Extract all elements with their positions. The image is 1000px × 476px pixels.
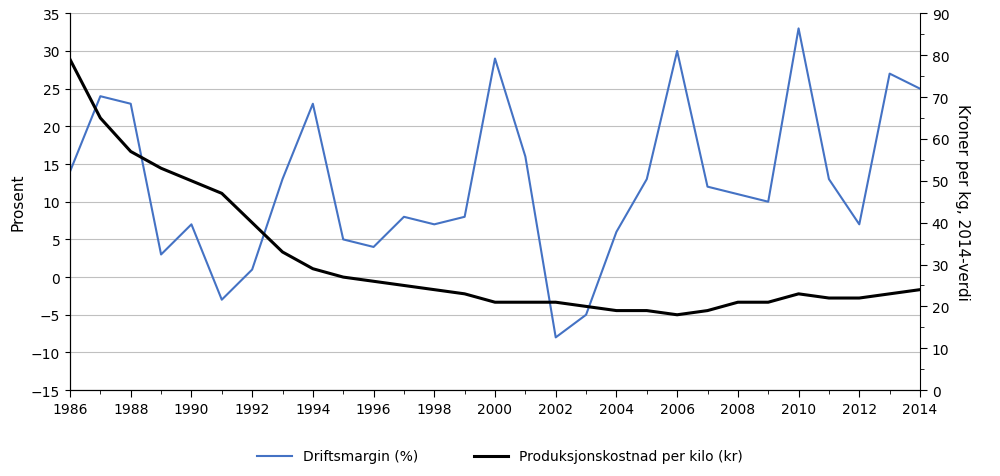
- Driftsmargin (%): [368, 245, 380, 250]
- Produksjonskostnad per kilo (kr): [853, 296, 865, 301]
- Driftsmargin (%): [519, 154, 531, 160]
- Produksjonskostnad per kilo (kr): [398, 283, 410, 289]
- Produksjonskostnad per kilo (kr): [610, 308, 622, 314]
- Driftsmargin (%): [793, 27, 805, 32]
- Produksjonskostnad per kilo (kr): [914, 287, 926, 293]
- Produksjonskostnad per kilo (kr): [671, 312, 683, 318]
- Y-axis label: Kroner per kg, 2014-verdi: Kroner per kg, 2014-verdi: [955, 104, 970, 300]
- Driftsmargin (%): [94, 94, 106, 100]
- Produksjonskostnad per kilo (kr): [762, 300, 774, 306]
- Produksjonskostnad per kilo (kr): [246, 220, 258, 226]
- Line: Produksjonskostnad per kilo (kr): Produksjonskostnad per kilo (kr): [70, 60, 920, 315]
- Produksjonskostnad per kilo (kr): [702, 308, 714, 314]
- Produksjonskostnad per kilo (kr): [307, 266, 319, 272]
- Produksjonskostnad per kilo (kr): [884, 291, 896, 297]
- Y-axis label: Prosent: Prosent: [10, 174, 25, 231]
- Produksjonskostnad per kilo (kr): [459, 291, 471, 297]
- Driftsmargin (%): [276, 177, 289, 183]
- Driftsmargin (%): [610, 229, 622, 235]
- Produksjonskostnad per kilo (kr): [216, 191, 228, 197]
- Driftsmargin (%): [428, 222, 440, 228]
- Driftsmargin (%): [914, 87, 926, 92]
- Produksjonskostnad per kilo (kr): [793, 291, 805, 297]
- Produksjonskostnad per kilo (kr): [185, 178, 197, 184]
- Produksjonskostnad per kilo (kr): [64, 58, 76, 63]
- Line: Driftsmargin (%): Driftsmargin (%): [70, 30, 920, 337]
- Driftsmargin (%): [246, 267, 258, 273]
- Driftsmargin (%): [732, 192, 744, 198]
- Produksjonskostnad per kilo (kr): [519, 300, 531, 306]
- Produksjonskostnad per kilo (kr): [550, 300, 562, 306]
- Driftsmargin (%): [823, 177, 835, 183]
- Driftsmargin (%): [884, 71, 896, 77]
- Driftsmargin (%): [459, 215, 471, 220]
- Driftsmargin (%): [762, 199, 774, 205]
- Produksjonskostnad per kilo (kr): [580, 304, 592, 309]
- Driftsmargin (%): [702, 184, 714, 190]
- Driftsmargin (%): [489, 57, 501, 62]
- Produksjonskostnad per kilo (kr): [155, 166, 167, 172]
- Driftsmargin (%): [853, 222, 865, 228]
- Produksjonskostnad per kilo (kr): [732, 300, 744, 306]
- Driftsmargin (%): [337, 237, 349, 243]
- Produksjonskostnad per kilo (kr): [125, 149, 137, 155]
- Driftsmargin (%): [216, 297, 228, 303]
- Driftsmargin (%): [155, 252, 167, 258]
- Produksjonskostnad per kilo (kr): [276, 249, 289, 255]
- Produksjonskostnad per kilo (kr): [641, 308, 653, 314]
- Driftsmargin (%): [125, 102, 137, 108]
- Driftsmargin (%): [398, 215, 410, 220]
- Legend: Driftsmargin (%), Produksjonskostnad per kilo (kr): Driftsmargin (%), Produksjonskostnad per…: [251, 444, 749, 469]
- Driftsmargin (%): [185, 222, 197, 228]
- Produksjonskostnad per kilo (kr): [368, 279, 380, 285]
- Driftsmargin (%): [64, 169, 76, 175]
- Driftsmargin (%): [307, 102, 319, 108]
- Driftsmargin (%): [580, 312, 592, 318]
- Driftsmargin (%): [550, 335, 562, 340]
- Driftsmargin (%): [641, 177, 653, 183]
- Produksjonskostnad per kilo (kr): [823, 296, 835, 301]
- Driftsmargin (%): [671, 49, 683, 55]
- Produksjonskostnad per kilo (kr): [489, 300, 501, 306]
- Produksjonskostnad per kilo (kr): [337, 275, 349, 280]
- Produksjonskostnad per kilo (kr): [428, 287, 440, 293]
- Produksjonskostnad per kilo (kr): [94, 116, 106, 121]
